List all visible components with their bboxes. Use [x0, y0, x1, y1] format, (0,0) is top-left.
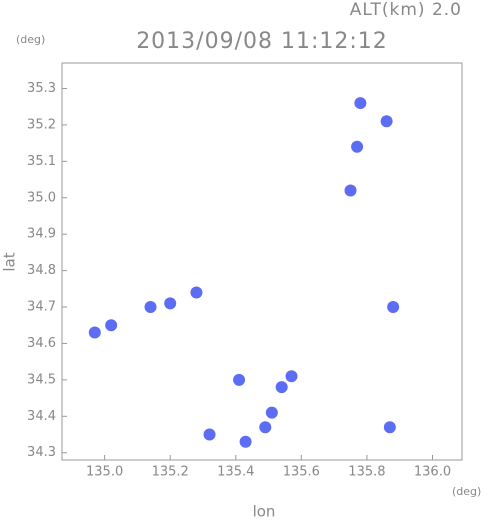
y-tick-label: 35.2	[27, 117, 56, 132]
echo-cell	[190, 286, 203, 299]
echo-cell	[203, 428, 216, 441]
echo-cell	[344, 184, 357, 197]
echo-cell	[259, 421, 272, 434]
echo-cell	[285, 370, 298, 383]
x-tick-label: 136.0	[414, 465, 451, 480]
echo-cell	[105, 319, 118, 332]
x-tick-label: 135.6	[283, 465, 320, 480]
y-tick-label: 35.0	[27, 190, 56, 205]
echo-cell	[239, 435, 252, 448]
y-tick-label: 34.6	[27, 336, 56, 351]
chart-title: 2013/09/08 11:12:12	[136, 29, 388, 54]
echo-cell	[387, 301, 400, 314]
subtitle: ALT(km) 2.0	[350, 0, 462, 20]
x-tick-label: 135.2	[152, 465, 189, 480]
echo-cell	[380, 115, 393, 128]
x-axis-label: lon	[253, 503, 276, 521]
y-tick-label: 34.8	[27, 263, 56, 278]
echo-cell	[233, 373, 246, 386]
y-tick-label: 34.3	[27, 445, 56, 460]
x-tick-label: 135.4	[217, 465, 254, 480]
echo-cell	[144, 301, 157, 314]
y-tick-label: 34.4	[27, 409, 56, 424]
y-tick-label: 34.7	[27, 300, 56, 315]
x-unit: (deg)	[452, 485, 481, 498]
echo-cell	[351, 140, 364, 153]
echo-cell	[88, 326, 101, 339]
x-tick-label: 135.8	[348, 465, 385, 480]
y-tick-label: 35.1	[27, 154, 56, 169]
y-axis-label: lat	[1, 252, 19, 271]
echo-cell	[383, 421, 396, 434]
y-tick-label: 35.3	[27, 81, 56, 96]
echo-cell	[354, 97, 367, 110]
echo-cell	[164, 297, 177, 310]
echo-cell	[265, 406, 278, 419]
plot-frame	[61, 62, 463, 461]
echo-cell	[275, 381, 288, 394]
y-unit: (deg)	[16, 33, 45, 46]
y-tick-label: 34.9	[27, 227, 56, 242]
y-tick-label: 34.5	[27, 372, 56, 387]
x-tick-label: 135.0	[86, 465, 123, 480]
